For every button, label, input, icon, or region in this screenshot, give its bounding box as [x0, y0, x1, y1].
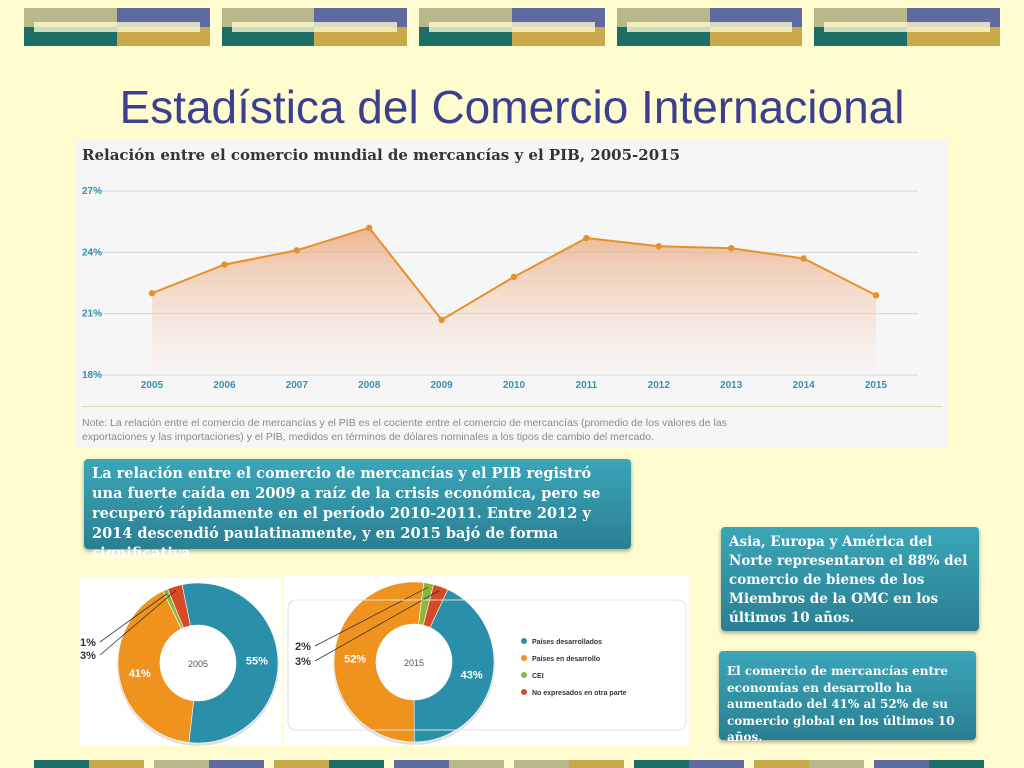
data-point [366, 224, 373, 231]
donut-center-label: 2015 [404, 658, 424, 668]
legend-swatch [521, 638, 527, 644]
data-point [293, 247, 300, 254]
decoration-segment [394, 760, 504, 768]
x-tick-label: 2014 [792, 380, 815, 391]
y-tick-label: 21% [82, 309, 102, 320]
decoration-segment [274, 760, 384, 768]
legend-swatch [521, 672, 527, 678]
leader-line [314, 590, 440, 662]
x-tick-label: 2013 [720, 380, 743, 391]
leader-line [99, 589, 177, 656]
data-point [221, 261, 228, 268]
legend-swatch [521, 689, 527, 695]
decoration-segment [154, 760, 264, 768]
chart-title: Relación entre el comercio mundial de me… [82, 146, 681, 164]
decoration-segment [514, 760, 624, 768]
x-tick-label: 2007 [286, 380, 309, 391]
top-decoration [24, 8, 1000, 46]
donut-slice [117, 590, 195, 743]
legend-swatch [521, 655, 527, 661]
x-tick-label: 2008 [358, 380, 381, 391]
decoration-segment [634, 760, 744, 768]
data-point [148, 290, 156, 297]
note-divider [82, 406, 942, 407]
legend-frame [287, 599, 687, 731]
x-tick-label: 2011 [576, 380, 598, 391]
x-tick-label: 2010 [503, 380, 526, 391]
x-tick-label: 2006 [213, 380, 236, 391]
decoration-segment [34, 760, 144, 768]
slice-label: 43% [461, 670, 483, 682]
data-point [510, 273, 518, 281]
donut-center-label: 2005 [188, 659, 208, 669]
leader-line [99, 593, 168, 643]
x-tick-label: 2012 [648, 380, 671, 391]
donut-hole [376, 624, 452, 700]
page-title: Estadística del Comercio Internacional [119, 81, 905, 133]
decoration-block [616, 8, 803, 46]
callout-main: La relación entre el comercio de mercanc… [84, 459, 631, 562]
data-point [583, 234, 590, 242]
decoration-segment [874, 760, 984, 768]
legend-label: No expresados en otra parte [532, 690, 627, 697]
data-point [655, 243, 662, 250]
callout-developing: El comercio de mercancías entre economía… [719, 651, 976, 744]
pie-panel-2005: 55% 41% 1% 3% 2005 [80, 578, 282, 746]
data-point [438, 316, 445, 323]
x-tick-label: 2005 [141, 380, 164, 391]
line-chart-panel: Relación entre el comercio mundial de me… [76, 140, 948, 448]
slice-label: 3% [80, 650, 96, 662]
donut-chart-2015: 43% 52% 2% 3% 2015 Países desarrollados Países… [287, 581, 687, 745]
x-tick-label: 2015 [865, 380, 888, 391]
slice-label: 2% [295, 641, 311, 653]
y-tick-label: 24% [82, 247, 102, 258]
callout-regions: Asia, Europa y América del Norte represe… [721, 527, 979, 631]
decoration-block [221, 8, 408, 46]
legend-label: CEI [532, 673, 544, 680]
decoration-segment [754, 760, 864, 768]
bottom-decoration [34, 760, 1014, 768]
data-point [728, 245, 735, 252]
legend-label: Países en desarrollo [532, 656, 600, 663]
slice-label: 3% [295, 656, 311, 668]
leader-line [314, 586, 429, 647]
donut-chart-2005: 55% 41% 1%3% 2005 [80, 582, 279, 746]
slice-label: 1% [80, 637, 96, 649]
decoration-block [24, 8, 210, 46]
x-tick-label: 2009 [430, 380, 453, 391]
y-tick-label: 18% [82, 370, 102, 381]
data-point [800, 255, 807, 262]
slice-label: 52% [344, 654, 366, 666]
slice-label: 41% [129, 668, 151, 680]
slice-label: 55% [246, 655, 268, 667]
chart-note: Note: La relación entre el comercio de m… [82, 417, 727, 443]
decoration-block [814, 8, 1000, 46]
legend-label: Países desarrollados [532, 639, 602, 646]
pie-panel-2015: 43% 52% 2% 3% 2015 Países desarrollados Países… [284, 576, 690, 746]
area-fill [152, 227, 876, 375]
decoration-block [419, 8, 605, 46]
donut-hole [160, 625, 236, 701]
line-chart: 27% 24% 21% 18% 2005 2006 2007 2008 2009 2010 2011… [82, 186, 918, 391]
data-point [872, 292, 880, 299]
y-tick-label: 27% [82, 186, 102, 197]
